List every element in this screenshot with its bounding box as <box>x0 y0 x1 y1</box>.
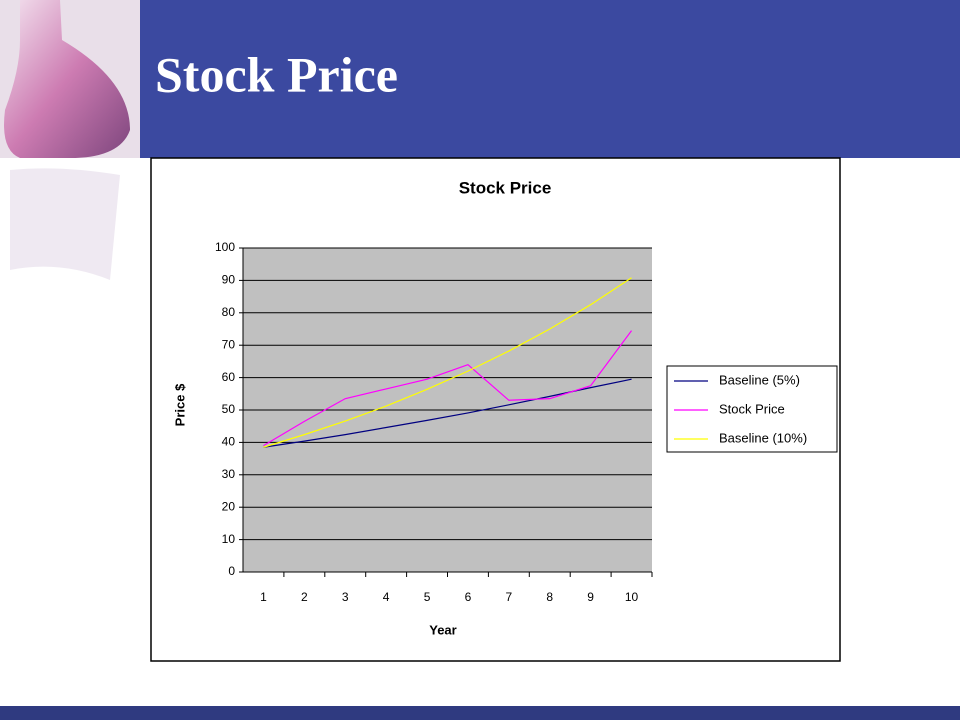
y-tick-label: 20 <box>222 499 236 513</box>
series-line <box>263 330 633 447</box>
flask-reflection <box>10 168 120 280</box>
y-tick-label: 50 <box>222 402 236 416</box>
x-tick-label: 9 <box>587 590 594 604</box>
x-tick-label: 8 <box>546 590 553 604</box>
y-tick-label: 100 <box>215 240 235 254</box>
series-line <box>263 277 632 448</box>
x-tick-label: 7 <box>506 590 513 604</box>
y-tick-label: 70 <box>222 337 236 351</box>
x-tick-label: 10 <box>625 590 639 604</box>
y-tick-label: 30 <box>222 467 236 481</box>
slide-title: Stock Price <box>155 46 398 102</box>
y-axis-label: Price $ <box>172 383 187 426</box>
x-tick-label: 6 <box>465 590 472 604</box>
header-band <box>0 0 960 158</box>
legend-label: Stock Price <box>719 401 785 416</box>
flask-image <box>4 0 130 158</box>
y-tick-label: 90 <box>222 273 236 287</box>
x-tick-label: 3 <box>342 590 349 604</box>
y-tick-label: 10 <box>222 532 236 546</box>
x-tick-label: 1 <box>260 590 267 604</box>
legend-label: Baseline (5%) <box>719 372 800 387</box>
footer-band <box>0 706 960 720</box>
x-axis-label: Year <box>429 622 456 637</box>
x-tick-label: 5 <box>424 590 431 604</box>
y-tick-label: 60 <box>222 370 236 384</box>
chart-title: Stock Price <box>459 178 552 197</box>
x-tick-label: 4 <box>383 590 390 604</box>
legend-box <box>666 365 838 453</box>
y-tick-label: 80 <box>222 305 236 319</box>
y-tick-label: 40 <box>222 435 236 449</box>
legend-label: Baseline (10%) <box>719 430 807 445</box>
x-tick-label: 2 <box>301 590 308 604</box>
y-tick-label: 0 <box>228 564 235 578</box>
